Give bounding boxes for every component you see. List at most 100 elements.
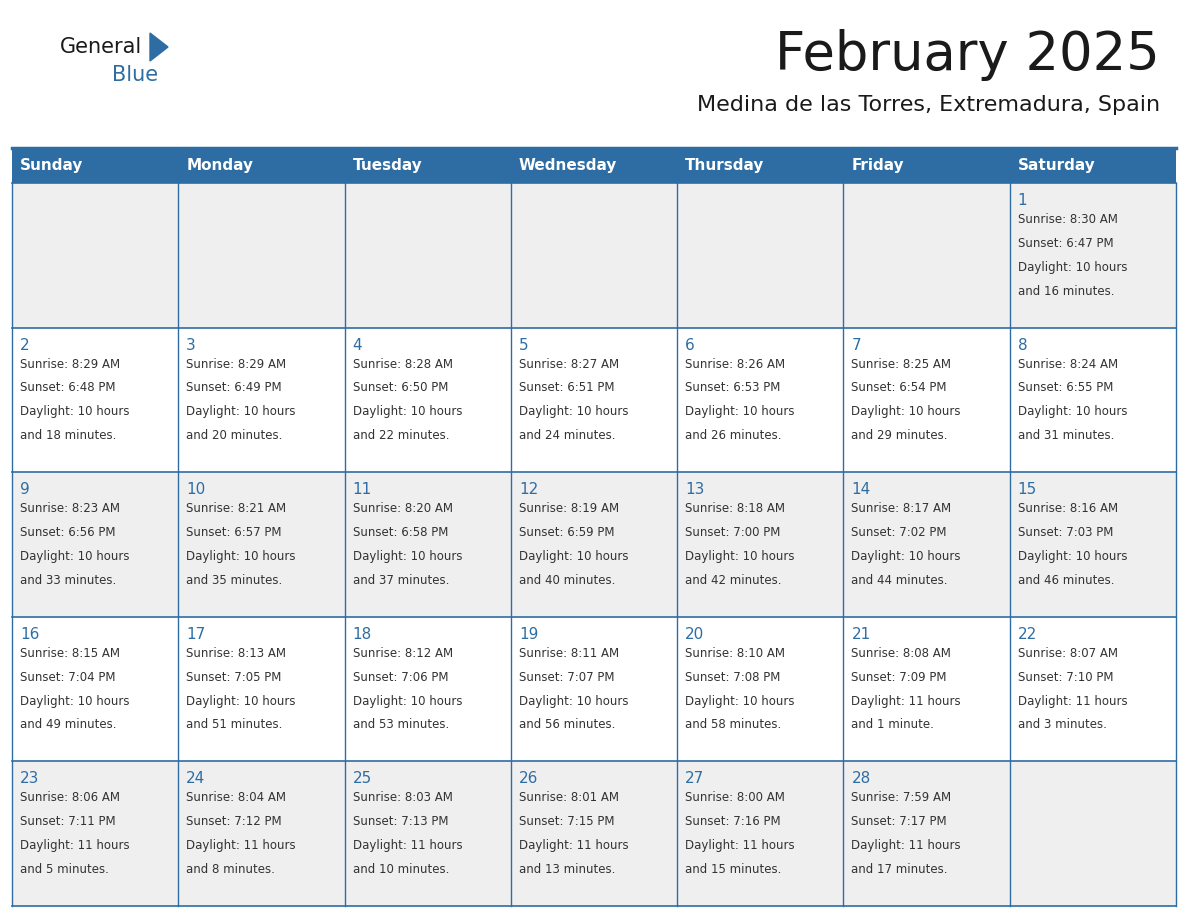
Text: Sunset: 6:57 PM: Sunset: 6:57 PM <box>187 526 282 539</box>
Text: Sunset: 7:07 PM: Sunset: 7:07 PM <box>519 671 614 684</box>
Text: 11: 11 <box>353 482 372 498</box>
Text: 14: 14 <box>852 482 871 498</box>
Text: Daylight: 10 hours: Daylight: 10 hours <box>353 406 462 419</box>
Bar <box>12 761 1176 906</box>
Text: 16: 16 <box>20 627 39 642</box>
Text: Sunrise: 8:03 AM: Sunrise: 8:03 AM <box>353 791 453 804</box>
Text: Daylight: 11 hours: Daylight: 11 hours <box>353 839 462 852</box>
Text: Daylight: 10 hours: Daylight: 10 hours <box>20 406 129 419</box>
Text: Sunrise: 8:06 AM: Sunrise: 8:06 AM <box>20 791 120 804</box>
Text: 8: 8 <box>1018 338 1028 353</box>
Text: Saturday: Saturday <box>1018 158 1095 173</box>
Text: Wednesday: Wednesday <box>519 158 618 173</box>
Text: Monday: Monday <box>187 158 253 173</box>
Text: and 56 minutes.: and 56 minutes. <box>519 719 615 732</box>
Text: Daylight: 11 hours: Daylight: 11 hours <box>685 839 795 852</box>
Text: Sunset: 7:11 PM: Sunset: 7:11 PM <box>20 815 115 828</box>
Text: and 24 minutes.: and 24 minutes. <box>519 430 615 442</box>
Text: 12: 12 <box>519 482 538 498</box>
Text: Sunrise: 8:28 AM: Sunrise: 8:28 AM <box>353 358 453 371</box>
Text: and 53 minutes.: and 53 minutes. <box>353 719 449 732</box>
Text: 20: 20 <box>685 627 704 642</box>
Text: Sunrise: 8:17 AM: Sunrise: 8:17 AM <box>852 502 952 515</box>
Text: Sunrise: 8:29 AM: Sunrise: 8:29 AM <box>20 358 120 371</box>
Text: Sunset: 7:17 PM: Sunset: 7:17 PM <box>852 815 947 828</box>
Text: Daylight: 10 hours: Daylight: 10 hours <box>519 550 628 563</box>
Text: Sunrise: 8:29 AM: Sunrise: 8:29 AM <box>187 358 286 371</box>
Text: Sunrise: 8:19 AM: Sunrise: 8:19 AM <box>519 502 619 515</box>
Text: and 33 minutes.: and 33 minutes. <box>20 574 116 587</box>
Text: 7: 7 <box>852 338 861 353</box>
Text: Daylight: 10 hours: Daylight: 10 hours <box>1018 550 1127 563</box>
Text: Sunrise: 8:08 AM: Sunrise: 8:08 AM <box>852 647 952 660</box>
Text: Sunset: 7:00 PM: Sunset: 7:00 PM <box>685 526 781 539</box>
Text: 6: 6 <box>685 338 695 353</box>
Text: Blue: Blue <box>112 65 158 85</box>
Text: Sunrise: 8:23 AM: Sunrise: 8:23 AM <box>20 502 120 515</box>
Text: Sunrise: 7:59 AM: Sunrise: 7:59 AM <box>852 791 952 804</box>
Text: Sunrise: 8:25 AM: Sunrise: 8:25 AM <box>852 358 952 371</box>
Text: Medina de las Torres, Extremadura, Spain: Medina de las Torres, Extremadura, Spain <box>697 95 1159 115</box>
Text: 17: 17 <box>187 627 206 642</box>
Text: and 37 minutes.: and 37 minutes. <box>353 574 449 587</box>
Text: Sunrise: 8:21 AM: Sunrise: 8:21 AM <box>187 502 286 515</box>
Text: 1: 1 <box>1018 193 1028 208</box>
Text: Sunset: 6:51 PM: Sunset: 6:51 PM <box>519 382 614 395</box>
Text: and 3 minutes.: and 3 minutes. <box>1018 719 1106 732</box>
Text: 2: 2 <box>20 338 30 353</box>
Text: Sunrise: 8:15 AM: Sunrise: 8:15 AM <box>20 647 120 660</box>
Text: 4: 4 <box>353 338 362 353</box>
Text: Sunrise: 8:11 AM: Sunrise: 8:11 AM <box>519 647 619 660</box>
Text: and 5 minutes.: and 5 minutes. <box>20 863 109 876</box>
Text: and 8 minutes.: and 8 minutes. <box>187 863 276 876</box>
Text: Sunrise: 8:24 AM: Sunrise: 8:24 AM <box>1018 358 1118 371</box>
Text: and 17 minutes.: and 17 minutes. <box>852 863 948 876</box>
Text: Sunset: 7:13 PM: Sunset: 7:13 PM <box>353 815 448 828</box>
Text: 26: 26 <box>519 771 538 787</box>
Text: Sunset: 6:53 PM: Sunset: 6:53 PM <box>685 382 781 395</box>
Bar <box>12 328 1176 472</box>
Text: Daylight: 11 hours: Daylight: 11 hours <box>1018 695 1127 708</box>
Text: and 51 minutes.: and 51 minutes. <box>187 719 283 732</box>
Text: Daylight: 10 hours: Daylight: 10 hours <box>1018 406 1127 419</box>
Text: Sunset: 6:54 PM: Sunset: 6:54 PM <box>852 382 947 395</box>
Text: 15: 15 <box>1018 482 1037 498</box>
Text: 24: 24 <box>187 771 206 787</box>
Text: Daylight: 10 hours: Daylight: 10 hours <box>20 550 129 563</box>
Text: February 2025: February 2025 <box>776 29 1159 81</box>
Text: 18: 18 <box>353 627 372 642</box>
Text: 3: 3 <box>187 338 196 353</box>
Text: Sunset: 6:50 PM: Sunset: 6:50 PM <box>353 382 448 395</box>
Text: Friday: Friday <box>852 158 904 173</box>
Text: and 18 minutes.: and 18 minutes. <box>20 430 116 442</box>
Text: 5: 5 <box>519 338 529 353</box>
Text: Sunset: 7:08 PM: Sunset: 7:08 PM <box>685 671 781 684</box>
Text: Sunset: 6:48 PM: Sunset: 6:48 PM <box>20 382 115 395</box>
Text: Daylight: 10 hours: Daylight: 10 hours <box>852 550 961 563</box>
Bar <box>12 617 1176 761</box>
Text: 19: 19 <box>519 627 538 642</box>
Text: Sunset: 7:02 PM: Sunset: 7:02 PM <box>852 526 947 539</box>
Text: Daylight: 10 hours: Daylight: 10 hours <box>187 550 296 563</box>
Text: and 31 minutes.: and 31 minutes. <box>1018 430 1114 442</box>
Text: Sunset: 7:15 PM: Sunset: 7:15 PM <box>519 815 614 828</box>
Text: and 22 minutes.: and 22 minutes. <box>353 430 449 442</box>
Text: Sunrise: 8:18 AM: Sunrise: 8:18 AM <box>685 502 785 515</box>
Text: and 10 minutes.: and 10 minutes. <box>353 863 449 876</box>
Text: Daylight: 10 hours: Daylight: 10 hours <box>852 406 961 419</box>
Text: 23: 23 <box>20 771 39 787</box>
Text: Daylight: 10 hours: Daylight: 10 hours <box>519 406 628 419</box>
Text: and 16 minutes.: and 16 minutes. <box>1018 285 1114 297</box>
Text: Sunset: 6:59 PM: Sunset: 6:59 PM <box>519 526 614 539</box>
Text: 27: 27 <box>685 771 704 787</box>
Text: Sunrise: 8:12 AM: Sunrise: 8:12 AM <box>353 647 453 660</box>
Text: and 49 minutes.: and 49 minutes. <box>20 719 116 732</box>
Text: 9: 9 <box>20 482 30 498</box>
Bar <box>12 183 1176 328</box>
Text: 28: 28 <box>852 771 871 787</box>
Text: Daylight: 10 hours: Daylight: 10 hours <box>20 695 129 708</box>
Text: Sunset: 7:09 PM: Sunset: 7:09 PM <box>852 671 947 684</box>
Text: Daylight: 10 hours: Daylight: 10 hours <box>353 550 462 563</box>
Text: Sunset: 6:56 PM: Sunset: 6:56 PM <box>20 526 115 539</box>
Text: and 26 minutes.: and 26 minutes. <box>685 430 782 442</box>
